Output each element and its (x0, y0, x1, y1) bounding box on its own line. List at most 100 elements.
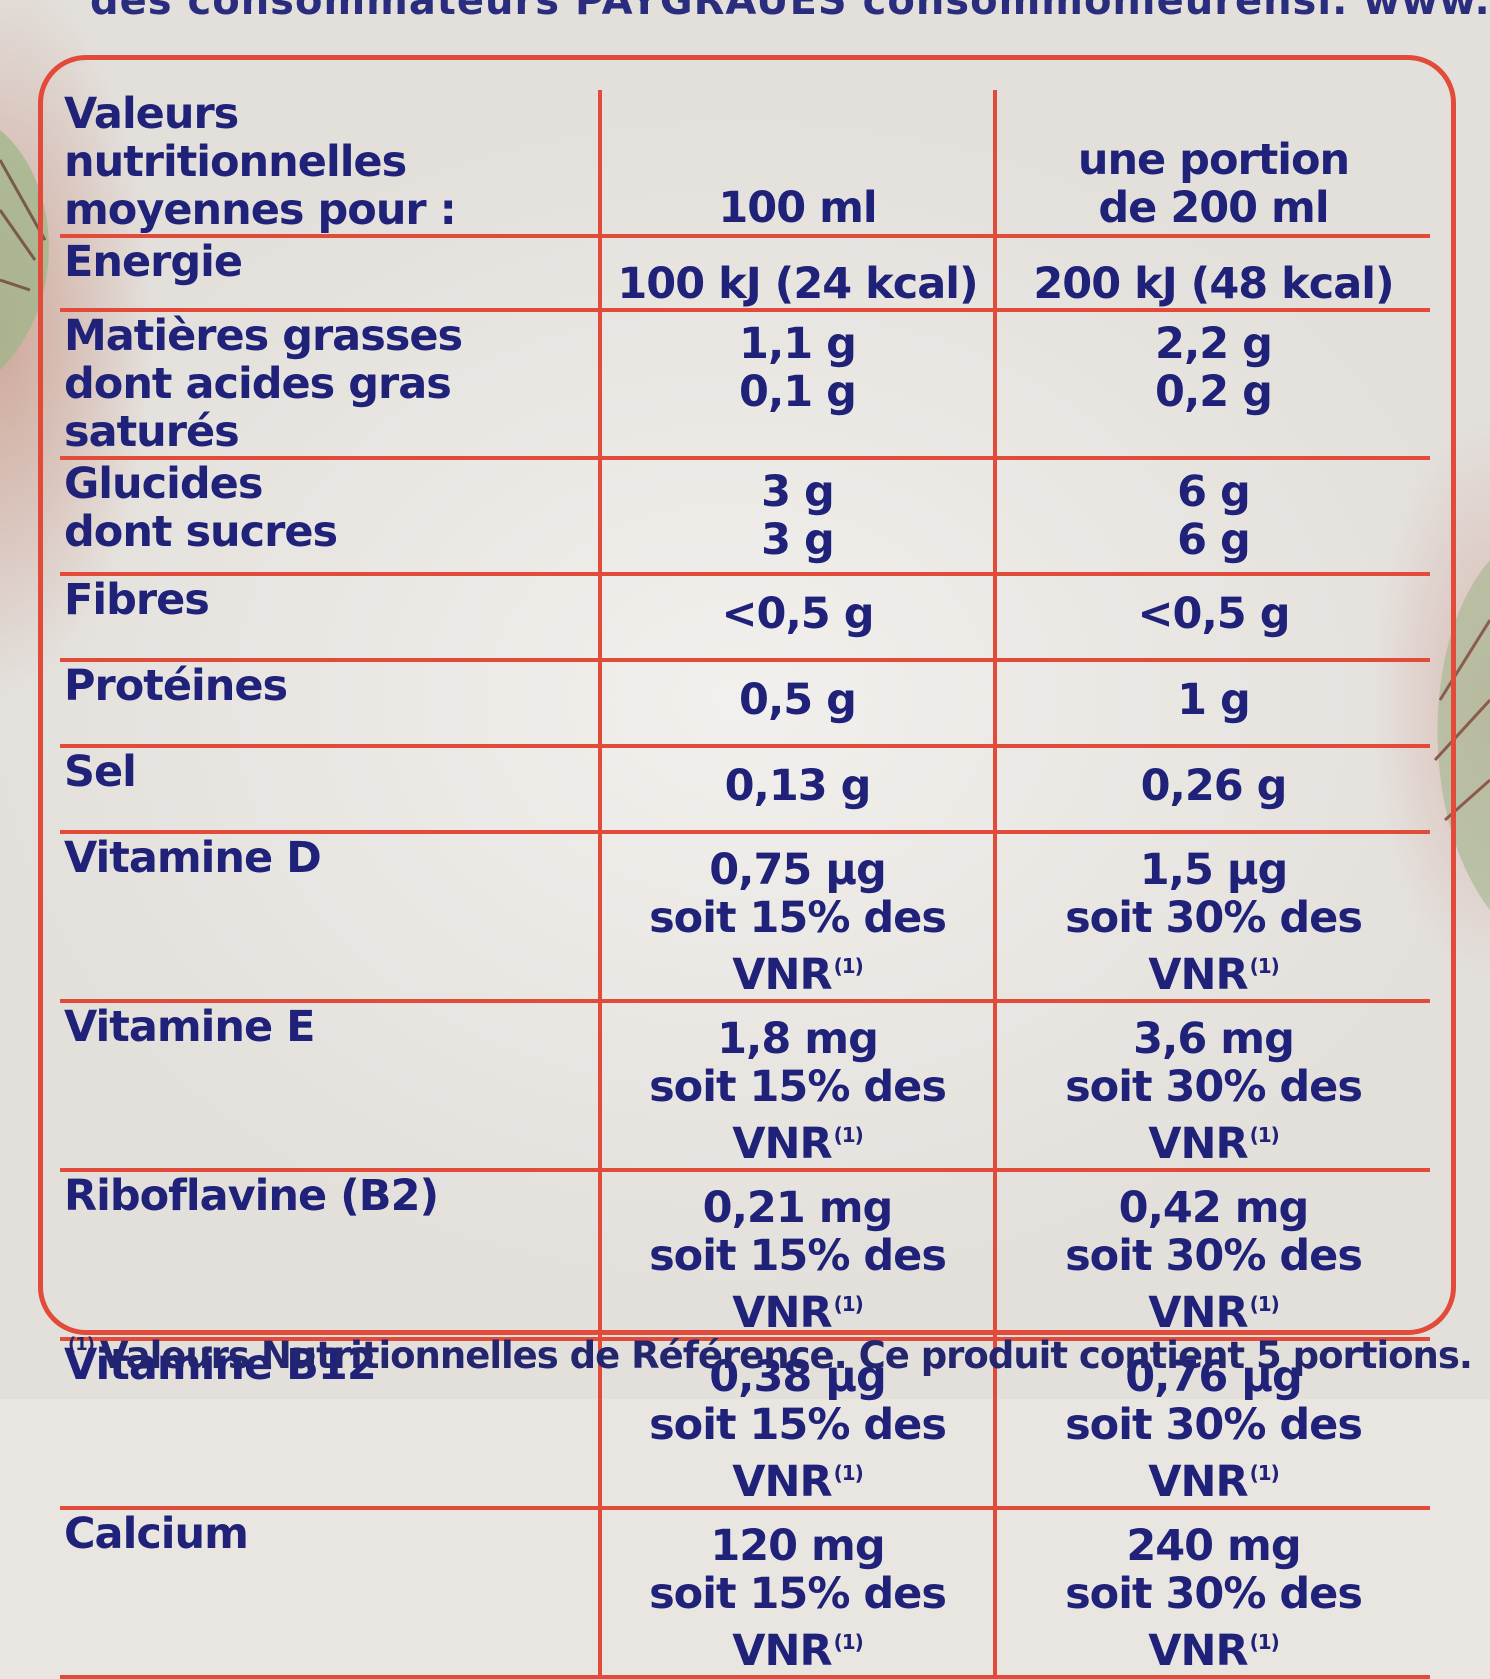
leaf-illustration-left (0, 130, 49, 370)
nutrient-label: Sel (60, 746, 600, 834)
nutrient-label: Vitamine D (60, 832, 600, 1003)
value-per-100ml-line: soit 15% des VNR (1) (649, 1062, 947, 1169)
vnr-footnote-marker: (1) (833, 954, 864, 978)
value-per-portion-line: 6 g (1177, 467, 1251, 517)
header-portion-line: une portion (1077, 135, 1350, 185)
value-per-100ml: 0,21 mg soit 15% des VNR (1) (598, 1170, 995, 1341)
value-per-portion-line: soit 30% des VNR (1) (1065, 1569, 1363, 1676)
table-header-row: Valeurs nutritionnelles moyennes pour : … (60, 89, 1430, 238)
footnote: (1) Valeurs Nutritionnelles de Référence.… (66, 1334, 1473, 1377)
nutrient-label-line: Vitamine B12 (64, 1340, 377, 1390)
footnote-marker: (1) (68, 1334, 95, 1355)
nutrient-label-line: Sel (64, 747, 137, 797)
value-per-portion-line: 2,2 g (1155, 319, 1273, 369)
table-row: Vitamine E 1,8 mg soit 15% des VNR (1) 3,6 m… (60, 1001, 1430, 1172)
value-per-portion: <0,5 g (993, 574, 1430, 662)
header-100ml: 100 ml (598, 90, 995, 238)
vnr-footnote-marker: (1) (1249, 1461, 1280, 1485)
value-per-portion-line: soit 30% des VNR (1) (1065, 1231, 1363, 1338)
value-per-portion-line: soit 30% des VNR (1) (1065, 893, 1363, 1000)
table-row: Riboflavine (B2) 0,21 mg soit 15% des VNR(… (60, 1170, 1430, 1341)
value-per-100ml-line: 0,75 µg (709, 845, 887, 895)
value-per-portion-line: 0,26 g (1140, 761, 1288, 811)
value-per-100ml-line: 120 mg (710, 1521, 885, 1571)
value-per-portion: 200 kJ (48 kcal) (993, 236, 1430, 312)
value-per-100ml-line: 0,1 g (739, 367, 857, 417)
nutrient-label: Glucides dont sucres (60, 458, 600, 576)
footnote-text: Valeurs Nutritionnelles de Référence. Ce… (99, 1334, 1473, 1377)
nutrient-label: Fibres (60, 574, 600, 662)
value-per-portion-line: 0,76 µg (1125, 1352, 1303, 1402)
value-per-portion-line: 240 mg (1126, 1521, 1301, 1571)
carton-top-text: des consommateurs PAYGRAUES consommonieu… (90, 0, 1490, 22)
value-per-portion: 1,5 µg soit 30% des VNR (1) (993, 832, 1430, 1003)
value-per-100ml-line: 1,1 g (739, 319, 857, 369)
nutrient-label-line: dont acides gras saturés (64, 359, 452, 457)
value-per-portion: 0,26 g (993, 746, 1430, 834)
value-per-portion-line: soit 30% des VNR (1) (1065, 1062, 1363, 1169)
value-per-100ml-line: 100 kJ (24 kcal) (617, 259, 978, 309)
value-per-100ml-line: soit 15% des VNR (1) (649, 1569, 947, 1676)
value-per-portion: 1 g (993, 660, 1430, 748)
header-portion: une portion de 200 ml (993, 90, 1430, 238)
nutrient-label-line: dont sucres (64, 507, 338, 557)
nutrient-label-line: Protéines (64, 661, 288, 711)
value-per-100ml-line: 0,5 g (739, 675, 857, 725)
table-row: Calcium 120 mg soit 15% des VNR (1) 240 mg so… (60, 1508, 1430, 1679)
value-per-100ml: 0,5 g (598, 660, 995, 748)
value-per-portion-line: soit 30% des VNR (1) (1065, 1400, 1363, 1507)
header-label-line: moyennes pour : (64, 185, 457, 235)
value-per-portion-line: 200 kJ (48 kcal) (1033, 259, 1394, 309)
value-per-100ml-line: 3 g (761, 467, 835, 517)
value-per-100ml-line: 0,38 µg (709, 1352, 887, 1402)
table-row: Vitamine D 0,75 µg soit 15% des VNR (1) 1,5 … (60, 832, 1430, 1003)
value-per-100ml: 1,1 g 0,1 g (598, 310, 995, 460)
nutrient-label: Energie (60, 236, 600, 312)
value-per-100ml-line: soit 15% des VNR (1) (649, 1231, 947, 1338)
header-label-line: Valeurs nutritionnelles (64, 89, 407, 187)
value-per-portion-line: 0,2 g (1155, 367, 1273, 417)
nutrition-table: Valeurs nutritionnelles moyennes pour : … (60, 90, 1430, 1679)
vnr-footnote-marker: (1) (1249, 1292, 1280, 1316)
value-per-100ml: 100 kJ (24 kcal) (598, 236, 995, 312)
value-per-100ml: 120 mg soit 15% des VNR (1) (598, 1508, 995, 1679)
value-per-portion-line: 0,42 mg (1118, 1183, 1310, 1233)
vnr-footnote-marker: (1) (833, 1292, 864, 1316)
value-per-100ml-line: 0,13 g (724, 761, 872, 811)
nutrient-label-line: Energie (64, 237, 243, 287)
value-per-100ml-line: 3 g (761, 515, 835, 565)
value-per-portion-line: 6 g (1177, 515, 1251, 565)
value-per-portion-line: 1,5 µg (1139, 845, 1289, 895)
value-per-100ml: <0,5 g (598, 574, 995, 662)
value-per-portion: 2,2 g 0,2 g (993, 310, 1430, 460)
vnr-footnote-marker: (1) (833, 1461, 864, 1485)
value-per-100ml-line: 0,21 mg (702, 1183, 894, 1233)
value-per-100ml-line: soit 15% des VNR (1) (649, 893, 947, 1000)
vnr-footnote-marker: (1) (833, 1630, 864, 1654)
nutrient-label: Matières grasses dont acides gras saturés (60, 310, 600, 460)
table-row: Energie 100 kJ (24 kcal) 200 kJ (48 kcal) (60, 236, 1430, 312)
leaf-illustration-right (1433, 560, 1490, 910)
value-per-portion-line: 1 g (1177, 675, 1251, 725)
nutrient-label: Calcium (60, 1508, 600, 1679)
nutrient-label-line: Vitamine D (64, 833, 322, 883)
nutrient-label: Vitamine E (60, 1001, 600, 1172)
nutrient-label-line: Glucides (64, 459, 263, 509)
value-per-100ml-line: 1,8 mg (717, 1014, 879, 1064)
vnr-footnote-marker: (1) (1249, 954, 1280, 978)
value-per-portion-line: 3,6 mg (1133, 1014, 1295, 1064)
vnr-footnote-marker: (1) (1249, 1123, 1280, 1147)
nutrient-label-line: Matières grasses (64, 311, 463, 361)
vnr-footnote-marker: (1) (833, 1123, 864, 1147)
value-per-100ml: 0,13 g (598, 746, 995, 834)
value-per-100ml-line: soit 15% des VNR (1) (649, 1400, 947, 1507)
nutrient-label: Protéines (60, 660, 600, 748)
table-row: Fibres <0,5 g <0,5 g (60, 574, 1430, 662)
value-per-100ml-line: <0,5 g (721, 589, 875, 639)
header-label-cell: Valeurs nutritionnelles moyennes pour : (60, 89, 600, 238)
value-per-100ml: 1,8 mg soit 15% des VNR (1) (598, 1001, 995, 1172)
table-row: Sel 0,13 g 0,26 g (60, 746, 1430, 834)
